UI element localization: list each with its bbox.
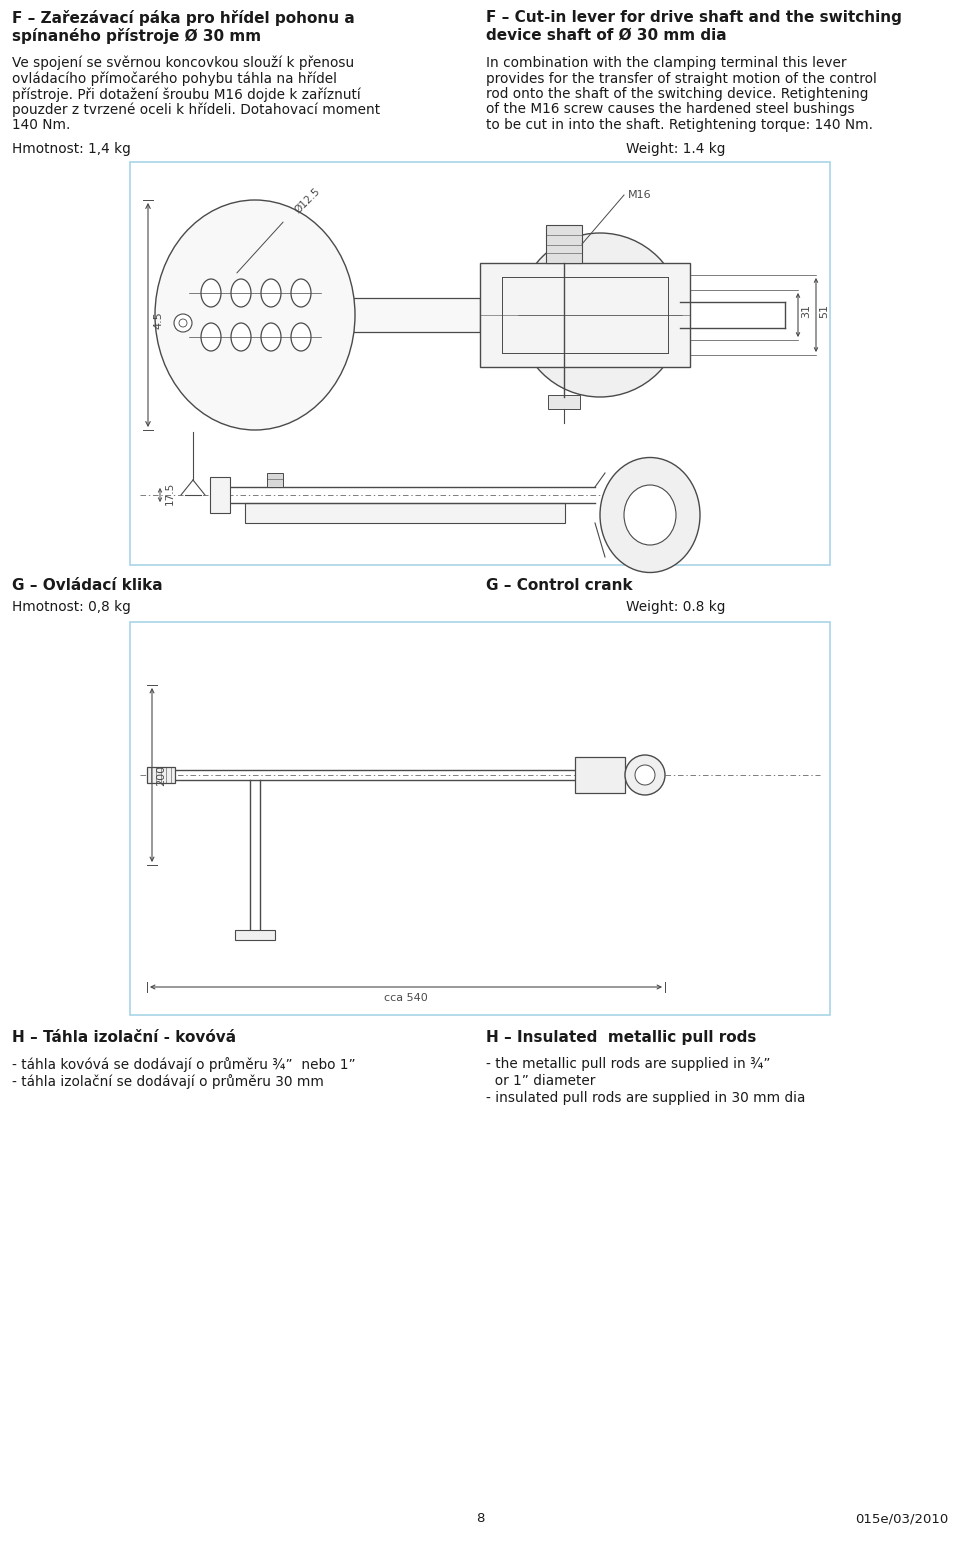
Text: or 1” diameter: or 1” diameter (486, 1074, 595, 1088)
Text: 140 Nm.: 140 Nm. (12, 117, 70, 131)
Text: Weight: 0.8 kg: Weight: 0.8 kg (626, 600, 726, 614)
Text: Weight: 1.4 kg: Weight: 1.4 kg (626, 142, 726, 156)
Text: - insulated pull rods are supplied in 30 mm dia: - insulated pull rods are supplied in 30… (486, 1091, 805, 1105)
Bar (147, 767, 175, 782)
Circle shape (566, 281, 634, 349)
Text: 17.5: 17.5 (165, 481, 175, 504)
Bar (245, 502, 565, 523)
Bar (353, 298, 480, 332)
Text: In combination with the clamping terminal this lever: In combination with the clamping termina… (486, 56, 847, 70)
Ellipse shape (261, 278, 281, 308)
Bar (575, 758, 625, 793)
Text: 8: 8 (476, 1512, 484, 1524)
Bar (480, 263, 690, 366)
Text: 51: 51 (819, 305, 829, 318)
Text: G – Control crank: G – Control crank (486, 578, 633, 594)
Ellipse shape (231, 278, 251, 308)
Text: of the M16 screw causes the hardened steel bushings: of the M16 screw causes the hardened ste… (486, 102, 854, 116)
Text: přístroje. Při dotažení šroubu M16 dojde k zaříznutí: přístroje. Při dotažení šroubu M16 dojde… (12, 87, 361, 102)
Text: - the metallic pull rods are supplied in ¾”: - the metallic pull rods are supplied in… (486, 1057, 771, 1071)
Text: pouzder z tvrzené oceli k hřídeli. Dotahovací moment: pouzder z tvrzené oceli k hřídeli. Dotah… (12, 102, 380, 117)
Bar (267, 473, 283, 487)
Text: H – Táhla izolační - kovóvá: H – Táhla izolační - kovóvá (12, 1030, 236, 1045)
Ellipse shape (231, 323, 251, 351)
Text: - táhla izolační se dodávají o průměru 30 mm: - táhla izolační se dodávají o průměru 3… (12, 1074, 324, 1088)
Ellipse shape (291, 278, 311, 308)
Text: 4.5: 4.5 (153, 311, 163, 329)
Ellipse shape (201, 323, 221, 351)
Text: 31: 31 (801, 305, 811, 318)
Text: spínaného přístroje Ø 30 mm: spínaného přístroje Ø 30 mm (12, 28, 261, 43)
Bar (210, 478, 230, 513)
Ellipse shape (291, 323, 311, 351)
Bar (548, 394, 580, 410)
Ellipse shape (600, 458, 700, 572)
Bar (130, 162, 830, 564)
Text: rod onto the shaft of the switching device. Retightening: rod onto the shaft of the switching devi… (486, 87, 869, 100)
Text: F – Zařezávací páka pro hřídel pohonu a: F – Zařezávací páka pro hřídel pohonu a (12, 9, 355, 26)
Ellipse shape (155, 199, 355, 430)
Circle shape (518, 233, 682, 397)
Text: Hmotnost: 0,8 kg: Hmotnost: 0,8 kg (12, 600, 131, 614)
Bar (130, 621, 830, 1016)
Text: 200: 200 (156, 764, 166, 785)
Text: M16: M16 (628, 190, 652, 199)
Text: - táhla kovóvá se dodávají o průměru ¾”  nebo 1”: - táhla kovóvá se dodávají o průměru ¾” … (12, 1057, 355, 1071)
Text: H – Insulated  metallic pull rods: H – Insulated metallic pull rods (486, 1030, 756, 1045)
Bar (546, 226, 582, 263)
Text: Ve spojení se svěrnou koncovkou slouží k přenosu: Ve spojení se svěrnou koncovkou slouží k… (12, 56, 354, 71)
Text: Hmotnost: 1,4 kg: Hmotnost: 1,4 kg (12, 142, 131, 156)
Text: to be cut in into the shaft. Retightening torque: 140 Nm.: to be cut in into the shaft. Retightenin… (486, 117, 873, 131)
Circle shape (174, 314, 192, 332)
Text: 015e/03/2010: 015e/03/2010 (854, 1512, 948, 1524)
Circle shape (625, 754, 665, 795)
Text: provides for the transfer of straight motion of the control: provides for the transfer of straight mo… (486, 71, 876, 85)
Ellipse shape (624, 485, 676, 546)
Text: Ø12.5: Ø12.5 (293, 186, 323, 215)
Text: cca 540: cca 540 (384, 993, 428, 1003)
Text: F – Cut-in lever for drive shaft and the switching: F – Cut-in lever for drive shaft and the… (486, 9, 901, 25)
Circle shape (635, 765, 655, 785)
Text: ovládacího přímočarého pohybu táhla na hřídel: ovládacího přímočarého pohybu táhla na h… (12, 71, 337, 87)
Bar (235, 931, 275, 940)
Text: G – Ovládací klika: G – Ovládací klika (12, 578, 162, 594)
Ellipse shape (201, 278, 221, 308)
Circle shape (179, 318, 187, 328)
Ellipse shape (261, 323, 281, 351)
Text: device shaft of Ø 30 mm dia: device shaft of Ø 30 mm dia (486, 28, 727, 43)
